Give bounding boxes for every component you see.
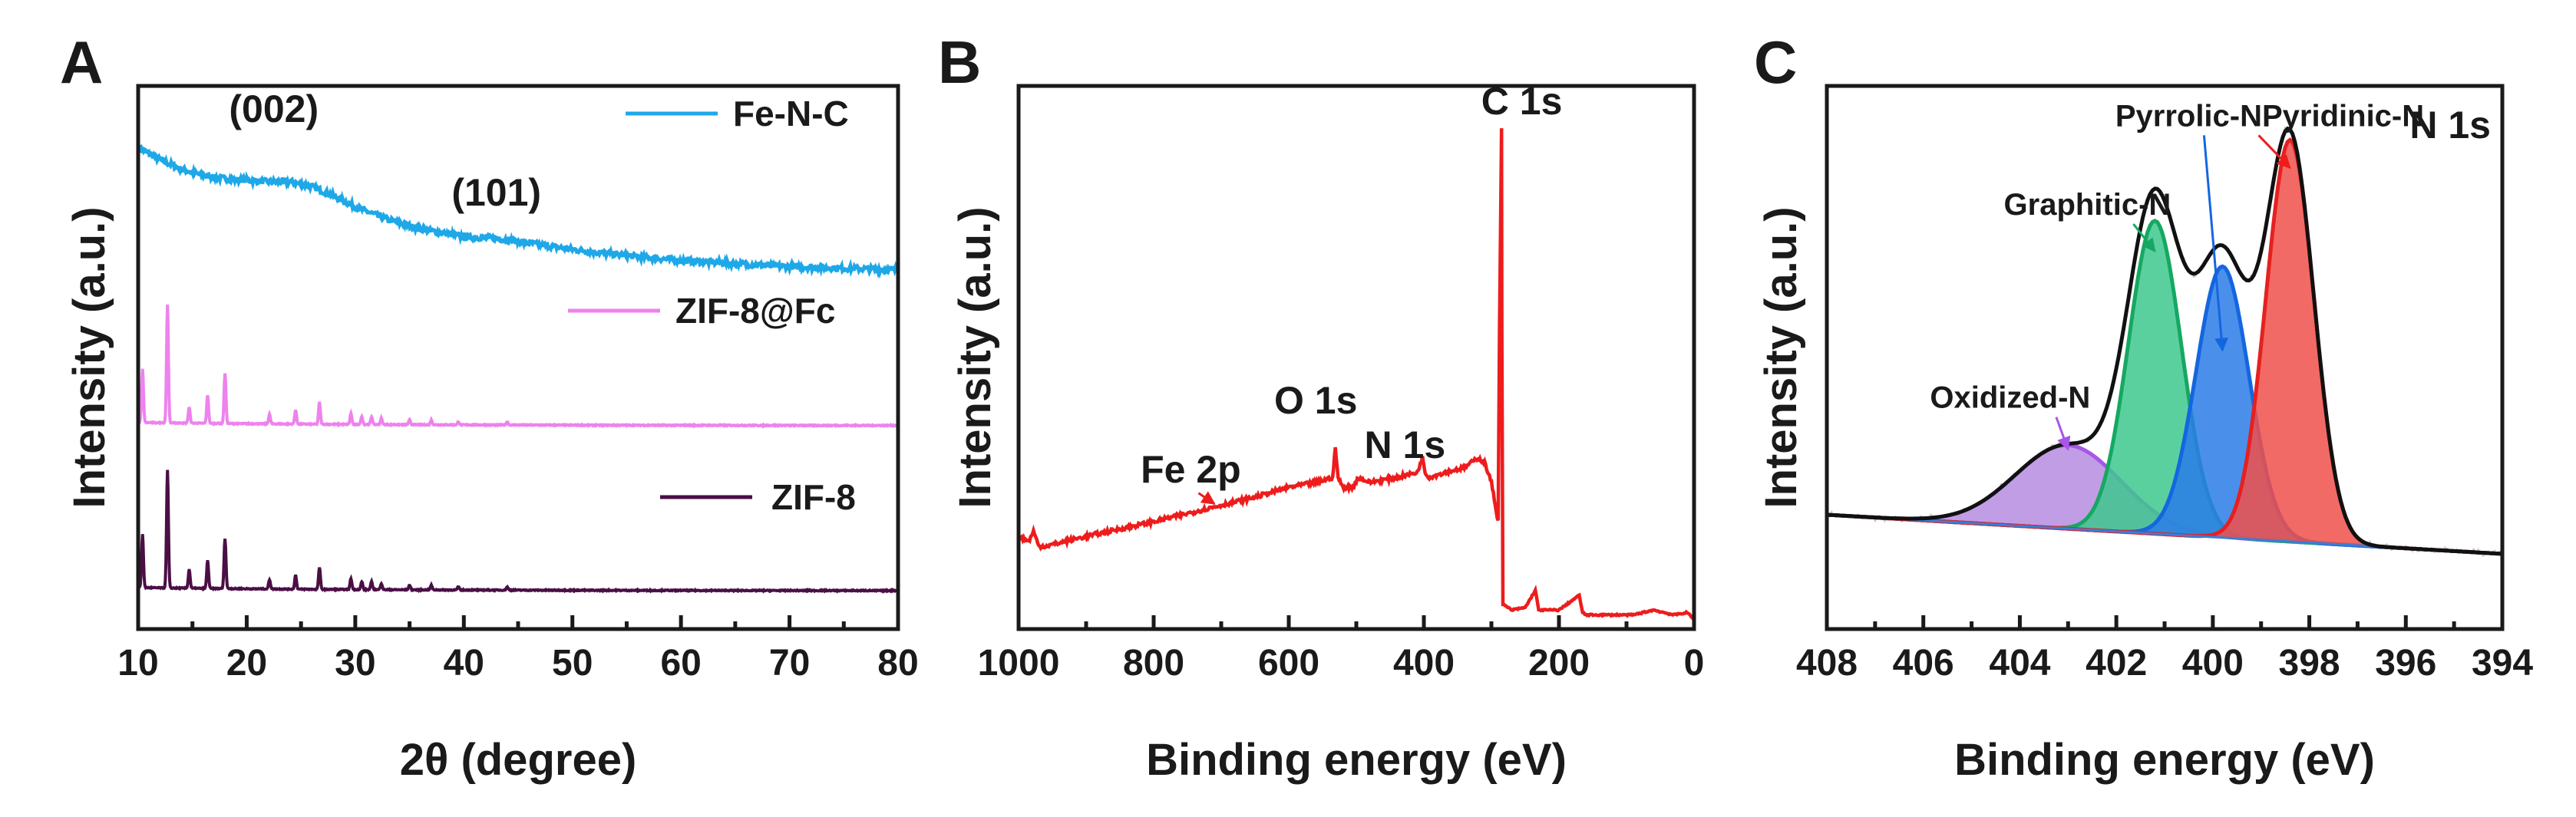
panel-a-annotations: (002) (101) [229, 87, 541, 214]
x-tick-label-396: 396 [2375, 643, 2436, 684]
arrow-pyrrolic-n [2202, 135, 2229, 352]
panel-a-legend: Fe-N-C ZIF-8@Fc ZIF-8 [568, 94, 856, 517]
x-tick-label-40: 40 [444, 643, 484, 684]
peak-label-n-1s: N 1s [1365, 423, 1446, 466]
x-tick-label-70: 70 [769, 643, 810, 684]
arrow-oxidized-n [2055, 417, 2071, 451]
legend-label-fe-n-c: Fe-N-C [733, 94, 849, 133]
x-tick-label-402: 402 [2086, 643, 2147, 684]
x-tick-label-0: 0 [1684, 643, 1705, 684]
x-tick-label-398: 398 [2279, 643, 2340, 684]
envelope-line [1826, 126, 2503, 556]
x-tick-label-60: 60 [660, 643, 701, 684]
panel-b-frame [1016, 84, 1696, 631]
component-label-pyrrolic-n: Pyrrolic-N [2115, 99, 2262, 133]
panel-a-ticks: 10 20 30 40 50 60 70 80 [117, 615, 919, 684]
x-tick-label-50: 50 [552, 643, 593, 684]
component-label-graphitic-n: Graphitic-N [2004, 188, 2171, 222]
arrow-pyridinic-n [2257, 134, 2291, 170]
panel-letter-b: B [938, 28, 981, 96]
panel-letter-a: A [60, 28, 103, 96]
panel-c-plot [1825, 125, 2504, 558]
x-tick-label-404: 404 [1989, 643, 2050, 684]
peak-label: (002) [229, 87, 319, 130]
x-tick-label-30: 30 [335, 643, 375, 684]
panel-a-ylabel: Intensity (a.u.) [64, 206, 114, 508]
component-label-oxidized-n: Oxidized-N [1930, 381, 2090, 415]
panel-a-xlabel: 2θ (degree) [400, 735, 637, 785]
panel-a-frame [136, 84, 900, 631]
x-tick-label-80: 80 [877, 643, 918, 684]
peak-label-c-1s: C 1s [1481, 80, 1563, 123]
panel-b-plot [1017, 128, 1696, 621]
legend-label-zif-8: ZIF-8 [771, 477, 856, 517]
panel-b-ticks: 1000 800 600 400 200 0 [978, 615, 1705, 684]
panel-c-ticks: 408 406 404 402 400 398 396 394 [1796, 615, 2533, 684]
arrow-graphitic-n [2132, 223, 2156, 253]
component-label-pyridinic-n: Pyridinic-N [2262, 99, 2424, 133]
x-tick-label-20: 20 [226, 643, 267, 684]
panel-b-ylabel: Intensity (a.u.) [950, 206, 1000, 508]
panel-a-plot [136, 143, 900, 594]
panel-a: A 10 20 30 40 50 60 70 80 2θ (degree) Intensity… [60, 28, 919, 785]
arrow-fe-2p [1197, 491, 1216, 506]
x-tick-label-400: 400 [2182, 643, 2244, 684]
x-tick-label-400: 400 [1393, 643, 1455, 684]
panel-c-xlabel: Binding energy (eV) [1954, 735, 2375, 785]
x-tick-label-200: 200 [1528, 643, 1590, 684]
x-tick-label-408: 408 [1796, 643, 1858, 684]
panel-c: C 408 406 404 402 400 398 396 394 Binding energ… [1754, 28, 2533, 785]
peak-label: (101) [451, 171, 541, 214]
peak-label-fe-2p: Fe 2p [1141, 448, 1241, 491]
peak-label-o-1s: O 1s [1274, 379, 1357, 422]
panel-letter-c: C [1754, 28, 1797, 96]
panel-c-ylabel: Intensity (a.u.) [1756, 206, 1806, 508]
legend-label-zif-8-fc: ZIF-8@Fc [675, 291, 835, 331]
x-tick-label-800: 800 [1123, 643, 1184, 684]
component-fill-graphitic-n [1827, 220, 2502, 554]
panel-b-xlabel: Binding energy (eV) [1146, 735, 1567, 785]
x-tick-label-394: 394 [2472, 643, 2533, 684]
x-tick-label-10: 10 [117, 643, 158, 684]
x-tick-label-406: 406 [1893, 643, 1954, 684]
x-tick-label-600: 600 [1258, 643, 1319, 684]
x-tick-label-1000: 1000 [978, 643, 1060, 684]
series-line-fe-n-c [136, 143, 900, 279]
series-line-zif-8-fc [137, 304, 900, 429]
panel-c-title: N 1s [2409, 104, 2491, 147]
panel-b-annotations: C 1s O 1sN 1s Fe 2p [1141, 80, 1563, 506]
panel-b: B 1000 800 600 400 200 0 Binding energy (eV) … [938, 28, 1704, 785]
series-line-xps-survey [1017, 128, 1696, 621]
series-line-zif-8 [137, 469, 900, 594]
